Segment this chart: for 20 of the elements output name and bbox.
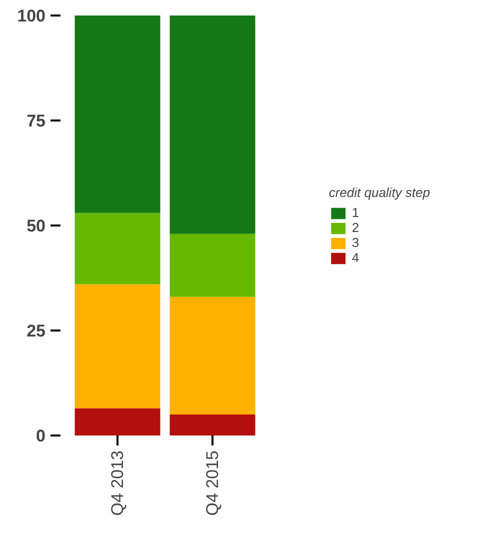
legend-label: 1: [352, 205, 360, 220]
y-tick-label: 50: [26, 216, 46, 236]
legend-title: credit quality step: [328, 185, 430, 200]
legend-label: 2: [352, 220, 360, 235]
y-tick-label: 25: [26, 322, 46, 340]
bar: [170, 414, 256, 436]
x-tick-label: Q4 2013: [108, 450, 127, 516]
bar: [74, 408, 160, 436]
y-tick-label: 75: [26, 112, 46, 130]
y-tick-label: 100: [17, 6, 46, 26]
bar: [170, 296, 256, 414]
legend-label: 3: [352, 235, 360, 250]
bar: [74, 212, 160, 284]
legend-label: 4: [352, 250, 360, 265]
bar: [170, 16, 256, 234]
x-tick-label: Q4 2015: [203, 450, 222, 516]
bar: [170, 234, 256, 297]
y-tick-label: 0: [36, 426, 46, 446]
bar: [74, 284, 160, 408]
bar: [74, 16, 160, 213]
